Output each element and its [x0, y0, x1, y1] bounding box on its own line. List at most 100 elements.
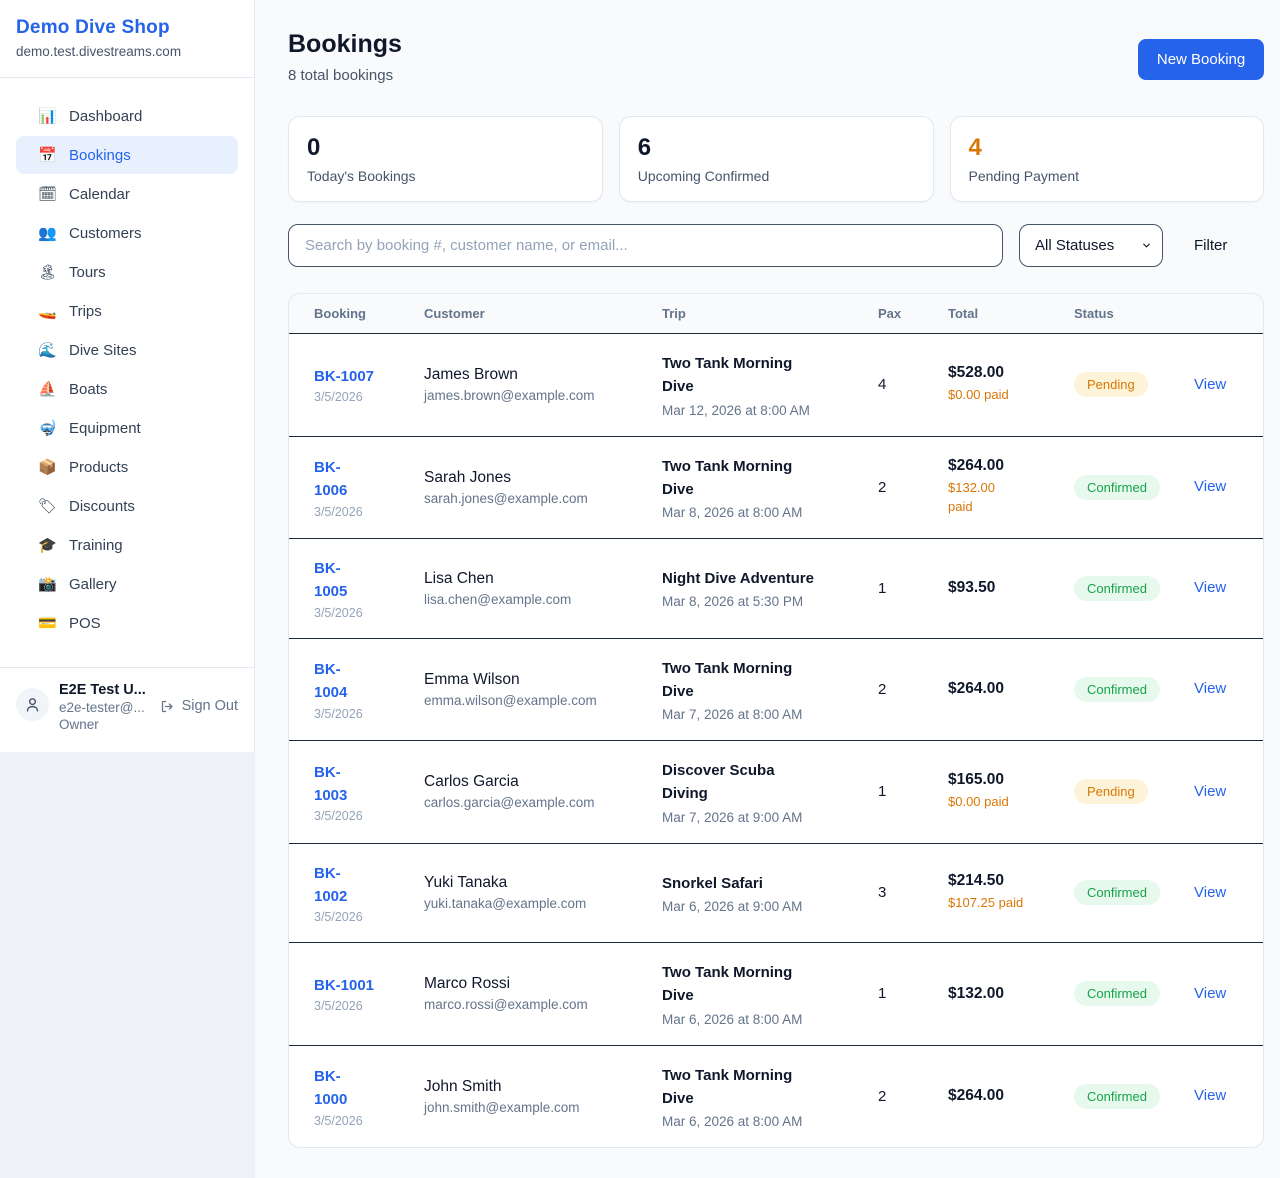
sidebar-item-equipment[interactable]: 🤿 Equipment — [38, 419, 141, 438]
customer-name: John Smith — [424, 1077, 502, 1095]
booking-ref-link[interactable]: BK-1001 — [314, 977, 375, 995]
trip-name: Discover Scuba Diving — [662, 762, 775, 803]
booking-cell: BK-1007 3/5/2026 — [314, 365, 424, 404]
trip-name: Snorkel Safari — [662, 874, 763, 892]
search-input[interactable] — [288, 224, 1003, 267]
trip-datetime: Mar 12, 2026 at 8:00 AM — [662, 402, 810, 418]
table-row: BK- 1000 3/5/2026 John Smith john.smith@… — [289, 1046, 1263, 1148]
sidebar-item-dashboard[interactable]: 📊 Dashboard — [38, 107, 143, 126]
booking-ref-link[interactable]: BK- 1000 — [314, 1068, 348, 1109]
pax-cell: 2 — [878, 680, 887, 698]
customer-name: Yuki Tanaka — [424, 874, 508, 892]
customer-cell: Emma Wilson emma.wilson@example.com — [424, 671, 662, 708]
person-icon — [26, 698, 39, 712]
customer-email: sarah.jones@example.com — [424, 490, 588, 506]
view-link[interactable]: View — [1194, 680, 1227, 698]
calendar-page-icon: 📅 — [38, 147, 57, 164]
sign-out-button[interactable]: Sign Out — [160, 698, 238, 714]
booking-ref-link[interactable]: BK- 1002 — [314, 864, 348, 905]
pax-cell: 2 — [878, 1087, 887, 1105]
view-link[interactable]: View — [1194, 984, 1227, 1002]
brand-name: Demo Dive Shop — [16, 17, 170, 38]
filter-button[interactable]: Filter — [1194, 237, 1228, 254]
sidebar-item-pos[interactable]: 💳 POS — [38, 614, 101, 633]
view-link[interactable]: View — [1194, 883, 1227, 901]
booking-date: 3/5/2026 — [314, 706, 363, 721]
trip-cell: Two Tank Morning Dive Mar 7, 2026 at 8:0… — [662, 657, 878, 723]
customer-cell: Carlos Garcia carlos.garcia@example.com — [424, 773, 662, 810]
customer-name: Lisa Chen — [424, 569, 494, 587]
booking-ref-link[interactable]: BK- 1003 — [314, 763, 348, 804]
sidebar-item-discounts[interactable]: 🏷 Discounts — [38, 497, 135, 516]
view-cell: View — [1194, 376, 1238, 394]
booking-cell: BK- 1003 3/5/2026 — [314, 761, 424, 824]
view-cell: View — [1194, 783, 1238, 801]
view-link[interactable]: View — [1194, 1087, 1227, 1105]
booking-cell: BK- 1006 3/5/2026 — [314, 456, 424, 519]
sidebar-item-products[interactable]: 📦 Products — [38, 458, 129, 477]
sidebar-item-training[interactable]: 🎓 Training — [38, 536, 123, 555]
booking-date: 3/5/2026 — [314, 504, 363, 519]
total-amount: $93.50 — [948, 579, 996, 597]
paid-amount: $132.00 paid — [948, 480, 995, 515]
view-link[interactable]: View — [1194, 478, 1227, 496]
booking-date: 3/5/2026 — [314, 809, 363, 823]
trip-cell: Snorkel Safari Mar 6, 2026 at 9:00 AM — [662, 872, 878, 914]
booking-ref-link[interactable]: BK-1007 — [314, 368, 375, 386]
view-link[interactable]: View — [1194, 782, 1227, 800]
customer-cell: Marco Rossi marco.rossi@example.com — [424, 975, 662, 1012]
view-cell: View — [1194, 985, 1238, 1003]
brand: Demo Dive Shop demo.test.divestreams.com — [0, 0, 254, 78]
new-booking-button[interactable]: New Booking — [1137, 39, 1265, 80]
booking-ref-link[interactable]: BK- 1006 — [314, 459, 348, 500]
booking-cell: BK- 1004 3/5/2026 — [314, 658, 424, 721]
status-cell: Confirmed — [1074, 1083, 1194, 1109]
booking-cell: BK-1001 3/5/2026 — [314, 974, 424, 1013]
sidebar-item-tours[interactable]: 🏝 Tours — [38, 263, 106, 282]
page-title: Bookings — [288, 30, 402, 58]
wave-icon: 🌊 — [38, 342, 57, 359]
trip-cell: Two Tank Morning Dive Mar 6, 2026 at 8:0… — [662, 1064, 878, 1130]
sidebar-item-calendar[interactable]: 🗓 Calendar — [38, 185, 130, 204]
booking-ref-link[interactable]: BK- 1005 — [314, 560, 348, 601]
stat-value: 0 — [307, 134, 321, 161]
trip-name: Two Tank Morning Dive — [662, 1066, 793, 1107]
user-email: e2e-tester@... — [59, 700, 145, 715]
view-cell: View — [1194, 1087, 1238, 1105]
status-badge: Confirmed — [1074, 1083, 1160, 1109]
customer-cell: Sarah Jones sarah.jones@example.com — [424, 469, 662, 506]
customer-name: Emma Wilson — [424, 670, 520, 688]
trip-datetime: Mar 6, 2026 at 9:00 AM — [662, 898, 803, 914]
pax-cell: 4 — [878, 376, 887, 394]
stat-card: 6 Upcoming Confirmed — [618, 116, 934, 202]
sidebar-item-trips[interactable]: 🚤 Trips — [38, 302, 102, 321]
trip-datetime: Mar 6, 2026 at 8:00 AM — [662, 1011, 803, 1027]
table-body: BK-1007 3/5/2026 James Brown james.brown… — [289, 334, 1264, 1148]
table-row: BK- 1004 3/5/2026 Emma Wilson emma.wilso… — [289, 639, 1264, 741]
booking-ref-link[interactable]: BK- 1004 — [314, 661, 348, 702]
filters-bar: All Statuses Filter — [288, 224, 1264, 267]
sidebar-item-gallery[interactable]: 📸 Gallery — [38, 575, 117, 594]
status-filter-select[interactable]: All Statuses — [1019, 224, 1163, 267]
table-header-row: Booking Customer Trip Pax Total Status — [289, 294, 1264, 334]
view-link[interactable]: View — [1194, 579, 1227, 597]
pax-cell: 2 — [878, 478, 887, 496]
sidebar-item-dive-sites[interactable]: 🌊 Dive Sites — [38, 341, 137, 360]
trip-datetime: Mar 7, 2026 at 9:00 AM — [662, 809, 803, 825]
graduation-cap-icon: 🎓 — [38, 537, 57, 554]
total-amount: $528.00 — [948, 364, 1005, 382]
stats-row: 0 Today's Bookings 6 Upcoming Confirmed … — [288, 116, 1265, 202]
sidebar-item-customers[interactable]: 👥 Customers — [38, 224, 142, 243]
view-cell: View — [1194, 680, 1238, 698]
stat-label: Pending Payment — [968, 168, 1080, 184]
tag-icon: 🏷 — [38, 498, 58, 515]
sidebar-item-bookings[interactable]: 📅 Bookings — [16, 136, 238, 174]
stat-value: 4 — [968, 134, 982, 161]
view-link[interactable]: View — [1194, 375, 1227, 393]
sidebar-item-boats[interactable]: ⛵ Boats — [38, 380, 108, 399]
customer-email: james.brown@example.com — [424, 388, 595, 404]
customer-email: carlos.garcia@example.com — [424, 795, 595, 811]
trip-datetime: Mar 8, 2026 at 8:00 AM — [662, 505, 803, 520]
total-cell: $93.50 — [948, 579, 1074, 597]
column-header-customer: Customer — [424, 306, 485, 321]
